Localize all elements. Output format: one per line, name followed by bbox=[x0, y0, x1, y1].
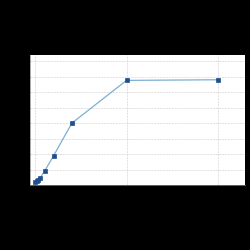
Y-axis label: OD: OD bbox=[7, 115, 13, 125]
X-axis label: Rat Ghrelin O-acyltransferase
Concentration (ng/ml): Rat Ghrelin O-acyltransferase Concentrat… bbox=[91, 197, 184, 208]
